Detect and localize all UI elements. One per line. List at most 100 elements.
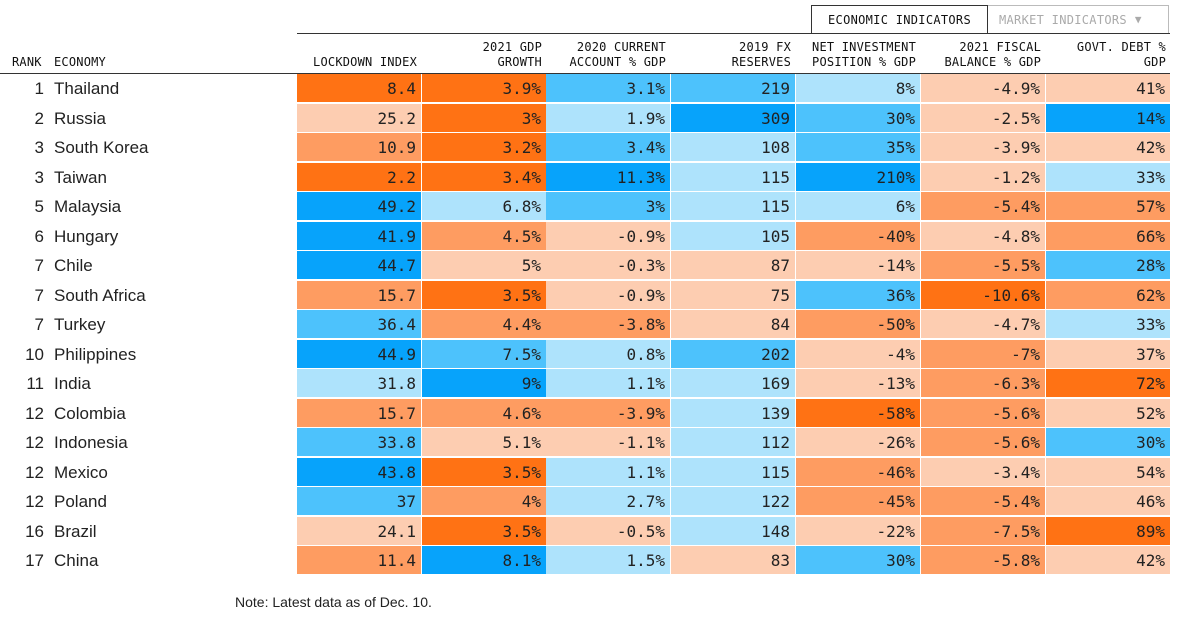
value-cell-fx-reserves: 108	[671, 133, 796, 162]
value-cell-govt-debt: 33%	[1046, 162, 1171, 192]
value-cell-fiscal-balance: -10.6%	[921, 280, 1046, 310]
column-header-line1: NET INVESTMENT	[812, 40, 916, 54]
value-cell-net-investment: -26%	[796, 428, 921, 457]
table-row: 12 Mexico 43.8 3.5% 1.1% 115 -46% -3.4% 54%	[0, 457, 1171, 488]
column-header-line2: POSITION % GDP	[812, 55, 916, 69]
value-cell-gdp-growth: 3.9%	[422, 74, 547, 103]
value-cell-govt-debt: 30%	[1046, 428, 1171, 457]
value-cell-net-investment: -22%	[796, 516, 921, 546]
header-top-rule	[297, 33, 1170, 34]
value-cell-net-investment: -14%	[796, 251, 921, 280]
tab-market-indicators[interactable]: MARKET INDICATORS ▼	[988, 5, 1169, 34]
rank-cell: 17	[25, 551, 44, 570]
value-cell-fx-reserves: 148	[671, 516, 796, 546]
value-cell-fx-reserves: 115	[671, 457, 796, 487]
value-cell-gdp-growth: 3.4%	[422, 162, 547, 192]
value-cell-fiscal-balance: -2.5%	[921, 103, 1046, 133]
value-cell-govt-debt: 14%	[1046, 103, 1171, 133]
table-row: 3 South Korea 10.9 3.2% 3.4% 108 35% -3.9% 42%	[0, 133, 1171, 163]
economy-cell: China	[54, 551, 99, 570]
value-cell-fiscal-balance: -1.2%	[921, 162, 1046, 192]
table-row: 7 Chile 44.7 5% -0.3% 87 -14% -5.5% 28%	[0, 251, 1171, 281]
value-cell-gdp-growth: 3%	[422, 103, 547, 133]
column-header-line1: 2021 GDP	[482, 40, 542, 54]
footnote: Note: Latest data as of Dec. 10.	[235, 594, 432, 610]
column-header-line2: BALANCE % GDP	[944, 55, 1041, 69]
column-header-line2: RESERVES	[731, 55, 791, 69]
column-header-line2: GROWTH	[497, 55, 542, 69]
economy-cell: India	[54, 374, 91, 393]
rank-cell: 3	[34, 138, 44, 157]
value-cell-net-investment: -50%	[796, 310, 921, 339]
value-cell-current-account: -0.5%	[546, 516, 671, 546]
rank-cell: 7	[34, 315, 44, 334]
rank-cell: 12	[25, 462, 44, 482]
column-header-line2: GDP	[1143, 55, 1166, 69]
value-cell-gdp-growth: 3.2%	[422, 133, 547, 162]
rank-cell: 2	[34, 108, 44, 128]
value-cell-fiscal-balance: -6.3%	[921, 369, 1046, 398]
value-cell-net-investment: 210%	[796, 162, 921, 192]
value-cell-lockdown: 10.9	[297, 133, 422, 162]
table-row: 1 Thailand 8.4 3.9% 3.1% 219 8% -4.9% 41%	[0, 74, 1171, 104]
column-header-line1: GOVT. DEBT %	[1076, 40, 1166, 54]
economy-cell: Chile	[54, 256, 93, 275]
table-row: 10 Philippines 44.9 7.5% 0.8% 202 -4% -7% 37%	[0, 339, 1171, 370]
value-cell-lockdown: 41.9	[297, 221, 422, 251]
value-cell-fx-reserves: 84	[671, 310, 796, 339]
value-cell-fx-reserves: 139	[671, 398, 796, 428]
value-cell-govt-debt: 28%	[1046, 251, 1171, 280]
value-cell-gdp-growth: 8.1%	[422, 546, 547, 575]
column-header-fx-reserves: 2019 FX RESERVES	[641, 40, 791, 70]
column-header-line1: 2020 CURRENT	[576, 40, 666, 54]
column-header-line2: ACCOUNT % GDP	[569, 55, 666, 69]
economy-cell: South Korea	[54, 138, 149, 157]
rank-cell: 7	[34, 285, 44, 305]
rank-cell: 6	[34, 226, 44, 246]
value-cell-govt-debt: 66%	[1046, 221, 1171, 251]
value-cell-govt-debt: 54%	[1046, 457, 1171, 487]
economy-cell: Mexico	[54, 462, 108, 482]
economy-cell: Russia	[54, 108, 106, 128]
column-header-net-investment: NET INVESTMENT POSITION % GDP	[766, 40, 916, 70]
table-row: 2 Russia 25.2 3% 1.9% 309 30% -2.5% 14%	[0, 103, 1171, 134]
value-cell-current-account: -0.3%	[546, 251, 671, 280]
economy-cell: Taiwan	[54, 167, 107, 187]
value-cell-current-account: 2.7%	[546, 487, 671, 516]
value-cell-govt-debt: 37%	[1046, 339, 1171, 369]
value-cell-current-account: -0.9%	[546, 280, 671, 310]
value-cell-fiscal-balance: -5.4%	[921, 487, 1046, 516]
rank-cell: 3	[34, 167, 44, 187]
value-cell-fx-reserves: 75	[671, 280, 796, 310]
value-cell-fx-reserves: 83	[671, 546, 796, 575]
value-cell-current-account: -0.9%	[546, 221, 671, 251]
table-row: 12 Colombia 15.7 4.6% -3.9% 139 -58% -5.6% 52%	[0, 398, 1171, 429]
value-cell-fiscal-balance: -3.9%	[921, 133, 1046, 162]
rank-cell: 5	[34, 197, 44, 216]
value-cell-govt-debt: 41%	[1046, 74, 1171, 103]
value-cell-lockdown: 11.4	[297, 546, 422, 575]
value-cell-fx-reserves: 115	[671, 192, 796, 221]
economy-cell: South Africa	[54, 285, 146, 305]
value-cell-lockdown: 33.8	[297, 428, 422, 457]
economy-cell: Colombia	[54, 403, 126, 423]
value-cell-fiscal-balance: -5.8%	[921, 546, 1046, 575]
economy-cell: Hungary	[54, 226, 119, 246]
tab-economic-indicators[interactable]: ECONOMIC INDICATORS	[811, 5, 988, 34]
value-cell-lockdown: 31.8	[297, 369, 422, 398]
value-cell-current-account: 1.5%	[546, 546, 671, 575]
value-cell-current-account: 0.8%	[546, 339, 671, 369]
column-header-line1: 2021 FISCAL	[959, 40, 1041, 54]
table-row: 6 Hungary 41.9 4.5% -0.9% 105 -40% -4.8% 66%	[0, 221, 1171, 252]
table-row: 12 Poland 37 4% 2.7% 122 -45% -5.4% 46%	[0, 487, 1171, 517]
rank-cell: 16	[25, 521, 44, 541]
rank-cell: 11	[26, 374, 44, 393]
chevron-down-icon: ▼	[1134, 13, 1142, 26]
rank-cell: 10	[25, 344, 44, 364]
value-cell-gdp-growth: 6.8%	[422, 192, 547, 221]
value-cell-net-investment: 36%	[796, 280, 921, 310]
value-cell-fx-reserves: 169	[671, 369, 796, 398]
value-cell-fiscal-balance: -4.9%	[921, 74, 1046, 103]
value-cell-govt-debt: 33%	[1046, 310, 1171, 339]
economy-cell: Poland	[54, 492, 107, 511]
